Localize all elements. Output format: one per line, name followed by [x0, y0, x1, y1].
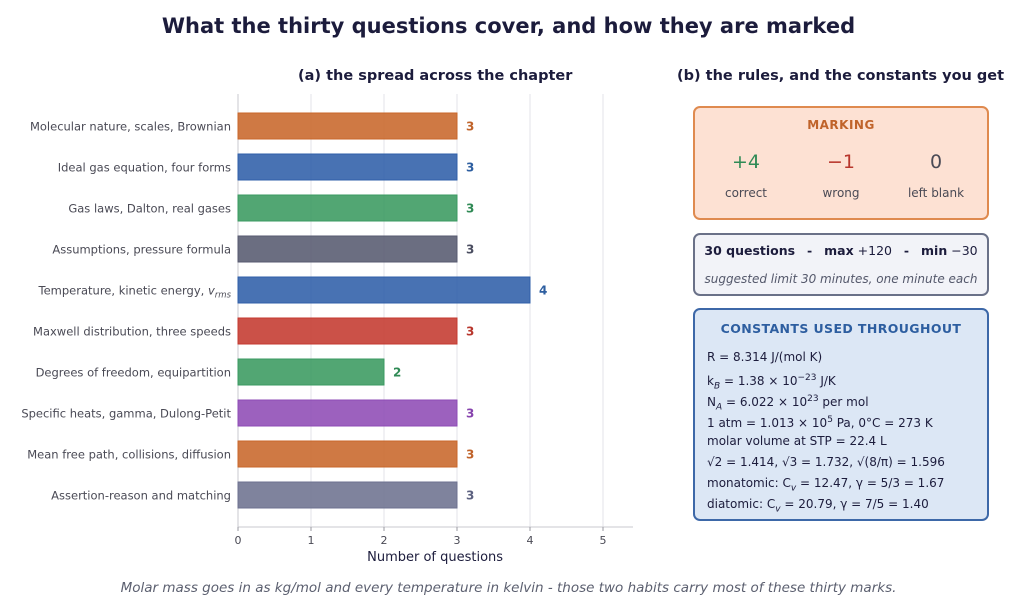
bar-value-label: 3 — [466, 407, 474, 421]
x-tick-label: 4 — [527, 534, 534, 547]
panel-a-title: (a) the spread across the chapter — [298, 68, 573, 84]
bar — [237, 399, 458, 427]
x-tick-label: 2 — [381, 534, 388, 547]
bar-value-label: 2 — [393, 366, 401, 380]
constant-line: monatomic: Cv = 12.47, γ = 5/3 = 1.67 — [707, 476, 945, 494]
mark-correct-value: +4 — [731, 151, 760, 173]
bar-value-label: 4 — [539, 284, 547, 298]
bar — [237, 317, 458, 345]
constants-box: CONSTANTS USED THROUGHOUT R = 8.314 J/(m… — [693, 308, 989, 521]
bar — [237, 153, 458, 181]
x-axis-label: Number of questions — [367, 550, 503, 565]
main-title: What the thirty questions cover, and how… — [161, 14, 856, 38]
constant-line: √2 = 1.414, √3 = 1.732, √(8/π) = 1.596 — [707, 455, 945, 469]
mark-wrong: −1 wrong — [793, 150, 889, 200]
category-label: Molecular nature, scales, Brownian — [30, 120, 231, 134]
bar-value-label: 3 — [466, 161, 474, 175]
category-label: Degrees of freedom, equipartition — [36, 366, 231, 380]
question-count: 30 questions — [704, 243, 796, 258]
category-label: Temperature, kinetic energy, vrms — [38, 284, 232, 301]
constant-line: kB = 1.38 × 10−23 J/K — [707, 373, 836, 392]
bar — [237, 194, 458, 222]
constant-line: 1 atm = 1.013 × 105 Pa, 0°C = 273 K — [707, 415, 933, 430]
bar-value-label: 3 — [466, 325, 474, 339]
category-label: Assumptions, pressure formula — [52, 243, 231, 257]
bar — [237, 276, 531, 304]
category-label: Ideal gas equation, four forms — [58, 161, 231, 175]
max-label: max — [824, 243, 854, 258]
mark-correct: +4 correct — [698, 150, 794, 200]
bar-value-label: 3 — [466, 202, 474, 216]
mark-blank-value: 0 — [929, 151, 943, 173]
separator: - — [807, 243, 813, 258]
panel-b-title: (b) the rules, and the constants you get — [677, 68, 1005, 84]
mark-wrong-value: −1 — [826, 151, 855, 173]
footer-note: Molar mass goes in as kg/mol and every t… — [120, 580, 897, 596]
x-tick-label: 3 — [454, 534, 461, 547]
x-tick-label: 0 — [235, 534, 242, 547]
category-label: Mean free path, collisions, diffusion — [27, 448, 231, 462]
separator: - — [903, 243, 910, 258]
constants-title: CONSTANTS USED THROUGHOUT — [720, 321, 962, 336]
category-label: Maxwell distribution, three speeds — [33, 325, 231, 339]
bar-value-label: 3 — [466, 120, 474, 134]
category-label: Specific heats, gamma, Dulong-Petit — [21, 407, 231, 421]
bar-value-label: 3 — [466, 448, 474, 462]
bar — [237, 358, 385, 386]
bar-chart: 0 1 2 3 4 5 Number of questions 3 Molecular natu… — [21, 94, 633, 565]
constants-list: R = 8.314 J/(mol K) kB = 1.38 × 10−23 J/K… — [707, 347, 945, 515]
bar — [237, 235, 458, 263]
limits-summary: 30 questions - max +120 - min −30 — [695, 243, 987, 258]
category-label: Gas laws, Dalton, real gases — [68, 202, 231, 216]
mark-correct-label: correct — [724, 186, 768, 200]
marking-box: MARKING +4 correct −1 wrong 0 left blank — [693, 106, 989, 220]
constant-line: diatomic: Cv = 20.79, γ = 7/5 = 1.40 — [707, 497, 929, 515]
max-value: +120 — [857, 243, 892, 258]
x-tick-label: 5 — [600, 534, 607, 547]
bar — [237, 440, 458, 468]
category-label: Assertion-reason and matching — [51, 489, 231, 503]
constant-line: NA = 6.022 × 1023 per mol — [707, 394, 869, 413]
bar — [237, 481, 458, 509]
constant-line: R = 8.314 J/(mol K) — [707, 350, 823, 364]
bar-value-label: 3 — [466, 489, 474, 503]
constant-line: molar volume at STP = 22.4 L — [707, 434, 887, 448]
marking-title: MARKING — [807, 118, 875, 132]
x-tick-label: 1 — [308, 534, 315, 547]
min-value: −30 — [951, 243, 978, 258]
mark-blank: 0 left blank — [888, 150, 984, 200]
mark-blank-label: left blank — [907, 186, 965, 200]
bar — [237, 112, 458, 140]
limits-box: 30 questions - max +120 - min −30 sugges… — [693, 233, 989, 296]
time-limit-note: suggested limit 30 minutes, one minute e… — [704, 272, 978, 286]
min-label: min — [921, 243, 948, 258]
mark-wrong-label: wrong — [822, 186, 860, 200]
bar-value-label: 3 — [466, 243, 474, 257]
